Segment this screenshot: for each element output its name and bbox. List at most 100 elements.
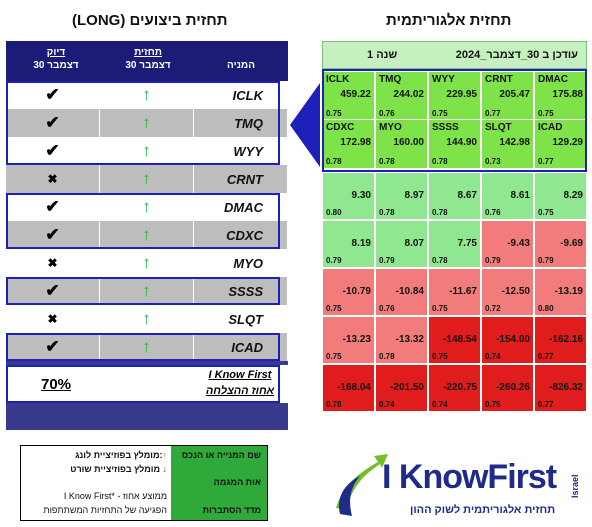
cross-icon: ✖ [47, 256, 58, 270]
header-signal-label: תחזית [134, 47, 162, 58]
cell-probability: 0.75 [538, 109, 554, 118]
ticker-cell: DMAC [194, 193, 288, 221]
arrow-up-icon: ↑ [142, 225, 151, 244]
cell-probability: 0.75 [485, 400, 501, 409]
cell-probability: 0.74 [432, 400, 448, 409]
legend-long-text: מומלץ בפוזיציית לונג: [75, 450, 163, 460]
cell-value: 144.90 [446, 137, 477, 148]
heatmap-cell: CRNT 205.47 0.77 [481, 71, 534, 121]
heatmap-cell: -10.84 0.76 [375, 268, 428, 316]
cell-value: -10.79 [342, 286, 371, 297]
cell-ticker: SSSS [432, 122, 459, 133]
cell-ticker: MYO [379, 122, 402, 133]
performance-title: (LONG) תחזית ביצועים [72, 12, 228, 29]
cell-probability: 0.78 [379, 157, 395, 166]
heatmap-cell: 7.75 0.78 [428, 220, 481, 268]
table-row: ✔ ↑ TMQ [6, 109, 288, 137]
cell-probability: 0.72 [485, 304, 501, 313]
cell-probability: 0.78 [432, 208, 448, 217]
header-accuracy-label: דיוק [46, 47, 66, 58]
arrow-up-icon: ↑ [142, 281, 151, 300]
heatmap-cell: -13.19 0.80 [534, 268, 587, 316]
signal-cell: ↑ [100, 277, 194, 305]
cell-value: -9.69 [560, 238, 583, 249]
checkmark-icon: ✔ [45, 141, 60, 160]
heatmap-cell: -13.32 0.78 [375, 316, 428, 364]
heatmap-period: 1 שנה [367, 49, 398, 61]
signal-cell: ↑ [100, 193, 194, 221]
cell-value: 172.98 [340, 137, 371, 148]
arrow-down-icon: ↓ [162, 464, 168, 474]
heatmap-cell: -154.00 0.74 [481, 316, 534, 364]
cell-value: 142.98 [499, 137, 530, 148]
arrow-up-icon: ↑ [142, 113, 151, 132]
logo-country: Israel [570, 474, 580, 498]
cell-value: 175.88 [552, 89, 583, 100]
legend-note-line1: I Know First* - ממוצע אחוז [63, 491, 167, 501]
heatmap-cell: -826.32 0.77 [534, 364, 587, 412]
cell-value: -13.23 [342, 334, 371, 345]
cell-value: -12.50 [501, 286, 530, 297]
arrow-up-icon: ↑ [142, 141, 151, 160]
signal-cell: ↑ [100, 137, 194, 165]
cell-value: 459.22 [340, 89, 371, 100]
cell-probability: 0.79 [485, 256, 501, 265]
heatmap-cell: -220.75 0.74 [428, 364, 481, 412]
table-row: ✖ ↑ CRNT [6, 165, 288, 193]
heatmap-cell: -260.26 0.75 [481, 364, 534, 412]
cell-probability: 0.75 [432, 304, 448, 313]
cell-probability: 0.78 [326, 400, 342, 409]
heatmap-cell: SLQT 142.98 0.73 [481, 119, 534, 169]
cell-value: -220.75 [443, 382, 477, 393]
forecast-heatmap: עודכן ב 30_דצמבר_2024 1 שנה ICLK 459.22 0.… [322, 41, 587, 430]
cell-probability: 0.73 [485, 157, 501, 166]
cell-value: -260.26 [496, 382, 530, 393]
accuracy-cell: ✔ [6, 109, 100, 137]
heatmap-cell: WYY 229.95 0.75 [428, 71, 481, 121]
table-row: ✔ ↑ DMAC [6, 193, 288, 221]
cell-value: 8.67 [457, 190, 477, 201]
header-signal-date: 30 דצמבר [125, 60, 171, 71]
pointer-triangle-icon [290, 83, 320, 167]
heatmap-cell: ICAD 129.29 0.77 [534, 119, 587, 169]
cell-probability: 0.80 [326, 208, 342, 217]
cell-value: 7.75 [457, 238, 477, 249]
logo-swoosh-icon [336, 454, 388, 516]
heatmap-cell: 8.07 0.79 [375, 220, 428, 268]
heatmap-cell: 8.19 0.79 [322, 220, 375, 268]
legend-signal: אות המגמה [213, 477, 261, 487]
table-row: ✔ ↑ ICAD [6, 333, 288, 361]
cell-value: -13.19 [554, 286, 583, 297]
heatmap-cell: 8.29 0.75 [534, 172, 587, 220]
heatmap-cell: -201.50 0.74 [375, 364, 428, 412]
legend-probability: מדד הסתברות [202, 505, 261, 515]
cell-value: -162.16 [549, 334, 583, 345]
ticker-cell: SLQT [194, 305, 288, 333]
logo-tagline: תחזית אלגוריתמית לשוק ההון [410, 504, 556, 516]
heatmap-cell: 9.30 0.80 [322, 172, 375, 220]
ticker-cell: WYY [194, 137, 288, 165]
ticker-cell: CDXC [194, 221, 288, 249]
arrow-up-icon: ↑ [142, 253, 151, 272]
accuracy-cell: ✔ [6, 221, 100, 249]
accuracy-cell: ✖ [6, 249, 100, 277]
ticker-cell: TMQ [194, 109, 288, 137]
cell-value: 229.95 [446, 89, 477, 100]
heatmap-cell: -13.23 0.75 [322, 316, 375, 364]
cell-probability: 0.79 [326, 256, 342, 265]
cell-probability: 0.76 [485, 208, 501, 217]
table-row: ✖ ↑ MYO [6, 249, 288, 277]
heatmap-cell: 8.67 0.78 [428, 172, 481, 220]
header-accuracy-date: 30 דצמבר [33, 60, 79, 71]
heatmap-title: תחזית אלגוריתמית [386, 12, 512, 29]
performance-table: המניה תחזית 30 דצמבר דיוק 30 דצמבר ✔ ↑ ICL… [6, 41, 288, 430]
legend-short: מומלץ בפוזיציית שורט ↓ [70, 464, 167, 474]
heatmap-cell: CDXC 172.98 0.78 [322, 119, 375, 169]
signal-cell: ↑ [100, 305, 194, 333]
cell-value: -154.00 [496, 334, 530, 345]
accuracy-cell: ✖ [6, 165, 100, 193]
heatmap-cell: MYO 160.00 0.78 [375, 119, 428, 169]
heatmap-header: עודכן ב 30_דצמבר_2024 1 שנה [322, 41, 587, 69]
heatmap-cell: -10.79 0.75 [322, 268, 375, 316]
heatmap-cell: SSSS 144.90 0.78 [428, 119, 481, 169]
